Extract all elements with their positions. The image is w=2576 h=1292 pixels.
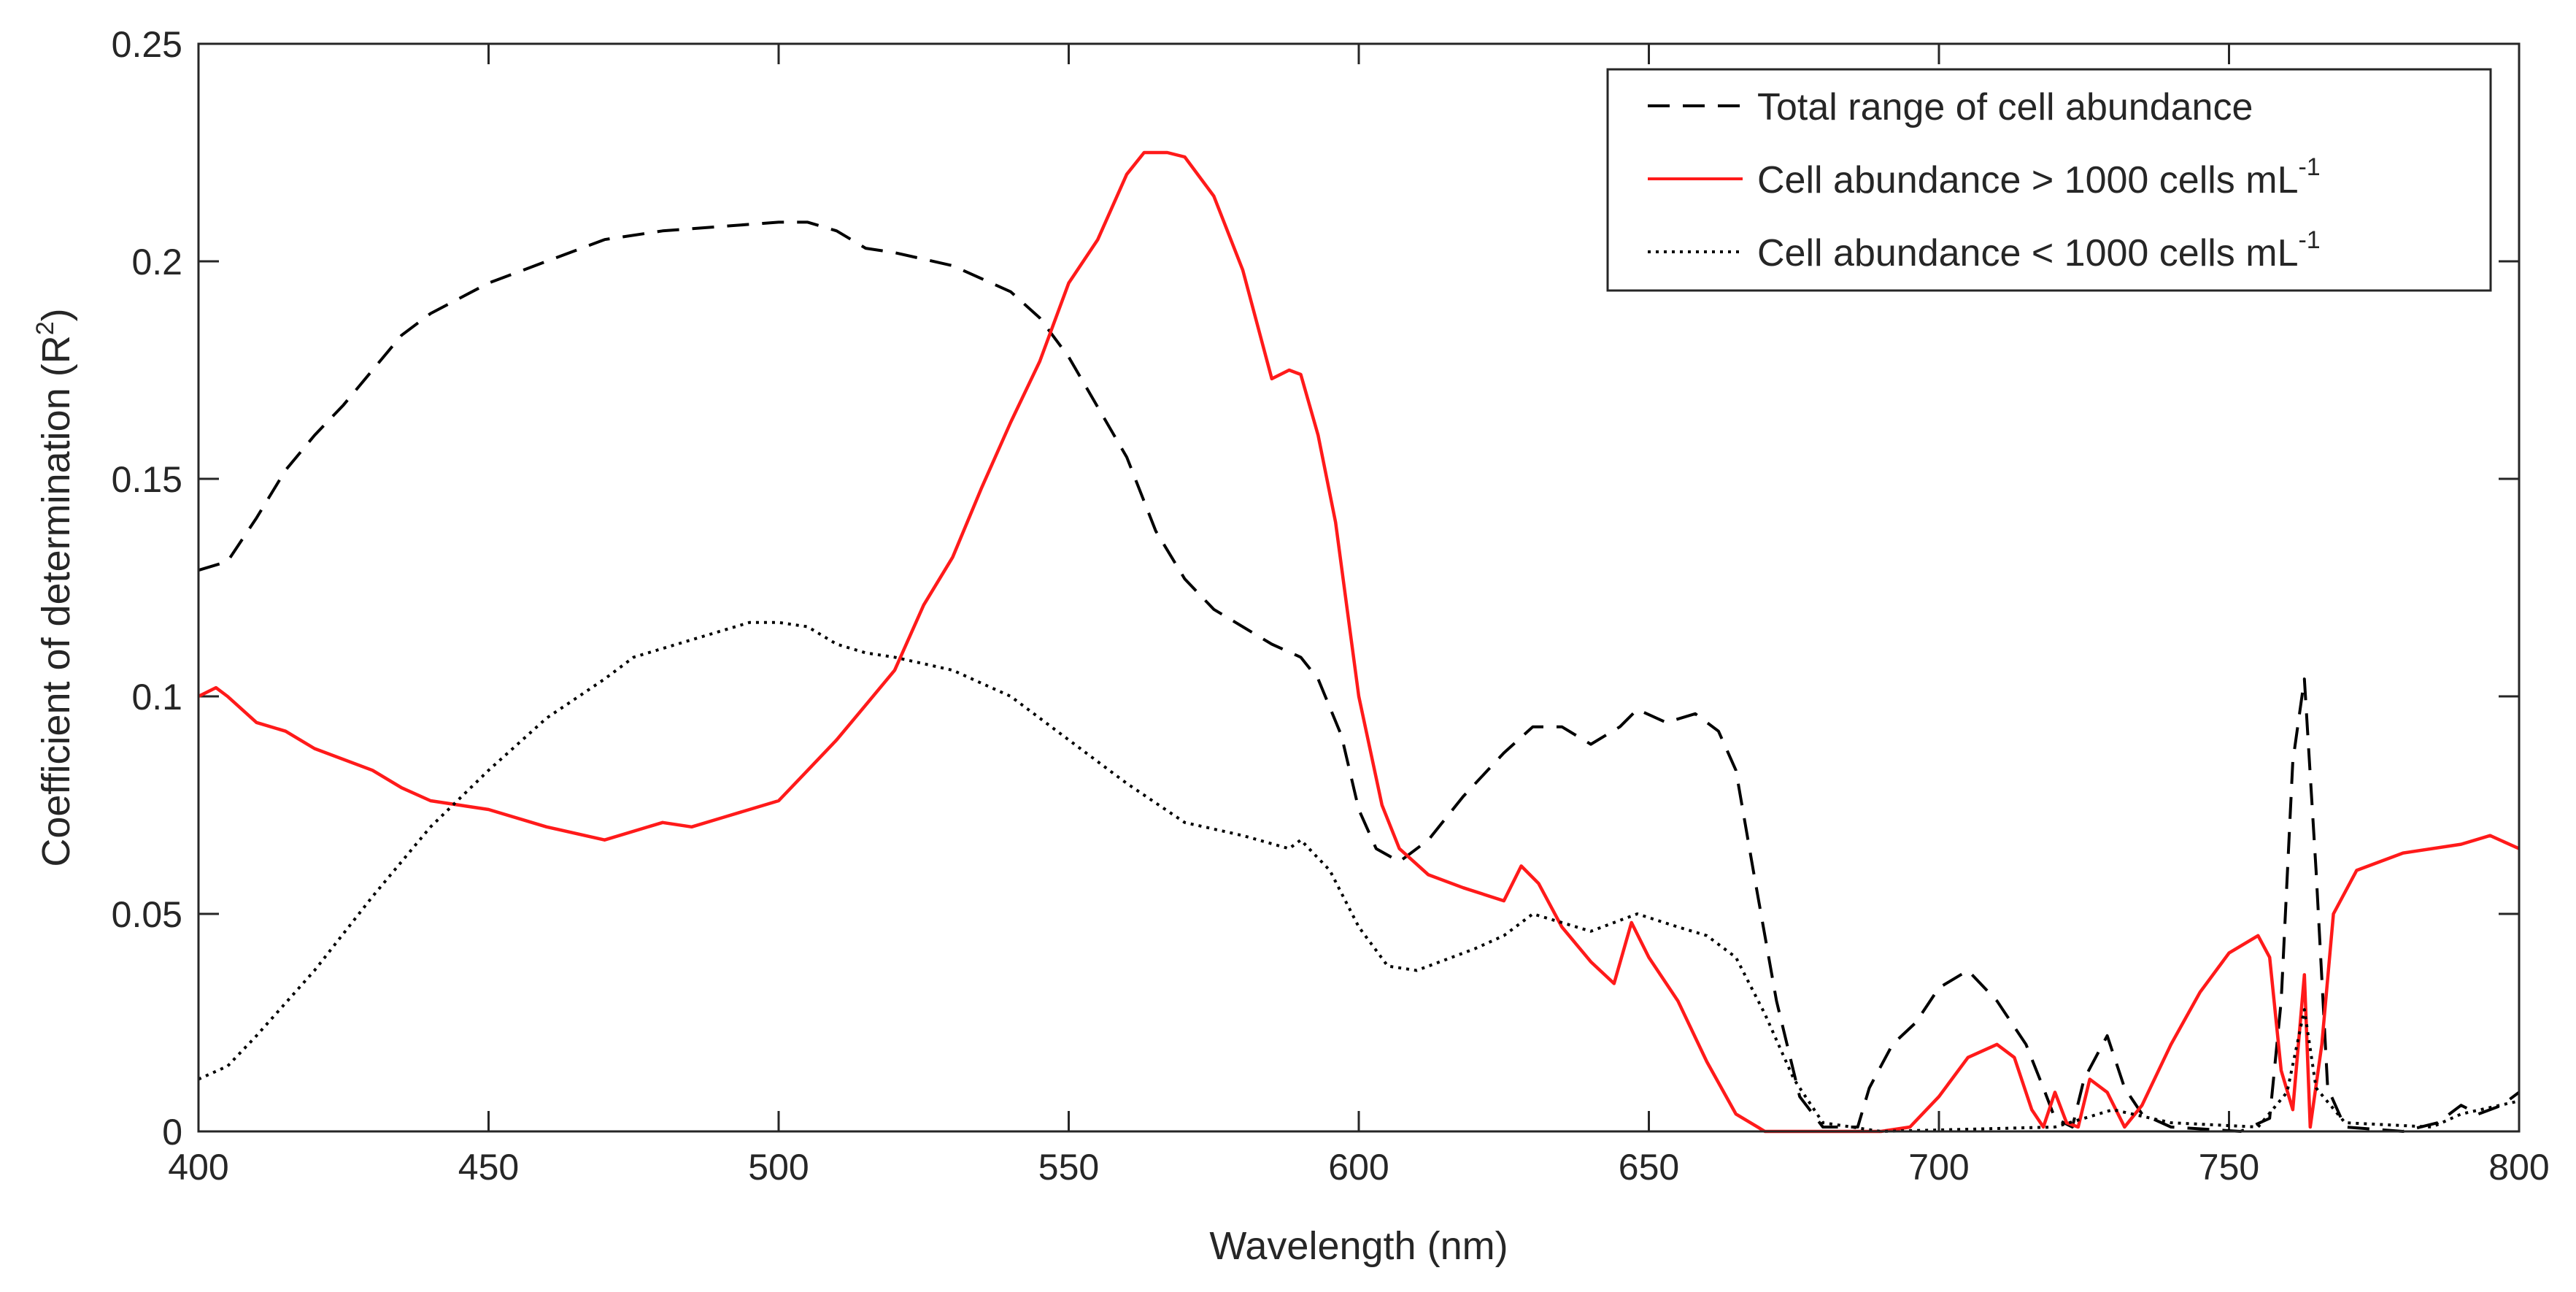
x-tick-label: 450 — [458, 1147, 519, 1188]
series-line-total — [198, 220, 2521, 1133]
legend-label-low-sup: -1 — [2298, 226, 2320, 254]
legend-box — [1606, 68, 2492, 292]
legend: Total range of cell abundance Cell abund… — [1606, 68, 2492, 292]
series-layer — [197, 150, 2521, 1134]
y-tick-label: 0.1 — [131, 677, 182, 718]
x-tick-label: 700 — [1908, 1147, 1969, 1188]
legend-label-total: Total range of cell abundance — [1757, 86, 2253, 128]
series-line-below-1000 — [198, 620, 2520, 1133]
legend-label-low-main: Cell abundance < 1000 cells mL — [1757, 232, 2298, 274]
legend-label-high-main: Cell abundance > 1000 cells mL — [1757, 159, 2298, 201]
x-tick-label: 800 — [2488, 1147, 2549, 1188]
x-tick-label: 400 — [168, 1147, 228, 1188]
x-axis: 400 450 500 550 600 650 700 750 800 — [168, 44, 2550, 1188]
y-tick-label: 0 — [162, 1112, 182, 1153]
x-tick-label: 750 — [2199, 1147, 2259, 1188]
series-line-above-1000 — [197, 150, 2520, 1134]
x-tick-label: 600 — [1328, 1147, 1389, 1188]
legend-label-total-main: Total range of cell abundance — [1757, 86, 2253, 128]
legend-label-high-sup: -1 — [2298, 153, 2320, 181]
x-tick-label: 500 — [748, 1147, 809, 1188]
y-axis-title-sup: 2 — [31, 321, 59, 335]
y-axis-title: Coefficient of determination (R2) — [31, 308, 78, 866]
x-tick-label: 550 — [1038, 1147, 1099, 1188]
y-tick-label: 0.25 — [112, 24, 182, 65]
y-axis-title-tail: ) — [34, 308, 78, 321]
legend-label-low: Cell abundance < 1000 cells mL-1 — [1757, 226, 2321, 274]
x-axis-title: Wavelength (nm) — [1209, 1224, 1508, 1268]
y-tick-label: 0.2 — [131, 242, 182, 282]
plot-frame — [197, 42, 2521, 1133]
y-axis-title-main: Coefficient of determination (R — [34, 335, 78, 866]
legend-label-high: Cell abundance > 1000 cells mL-1 — [1757, 153, 2321, 201]
y-tick-label: 0.05 — [112, 894, 182, 935]
y-tick-label: 0.15 — [112, 459, 182, 500]
x-tick-label: 650 — [1619, 1147, 1679, 1188]
